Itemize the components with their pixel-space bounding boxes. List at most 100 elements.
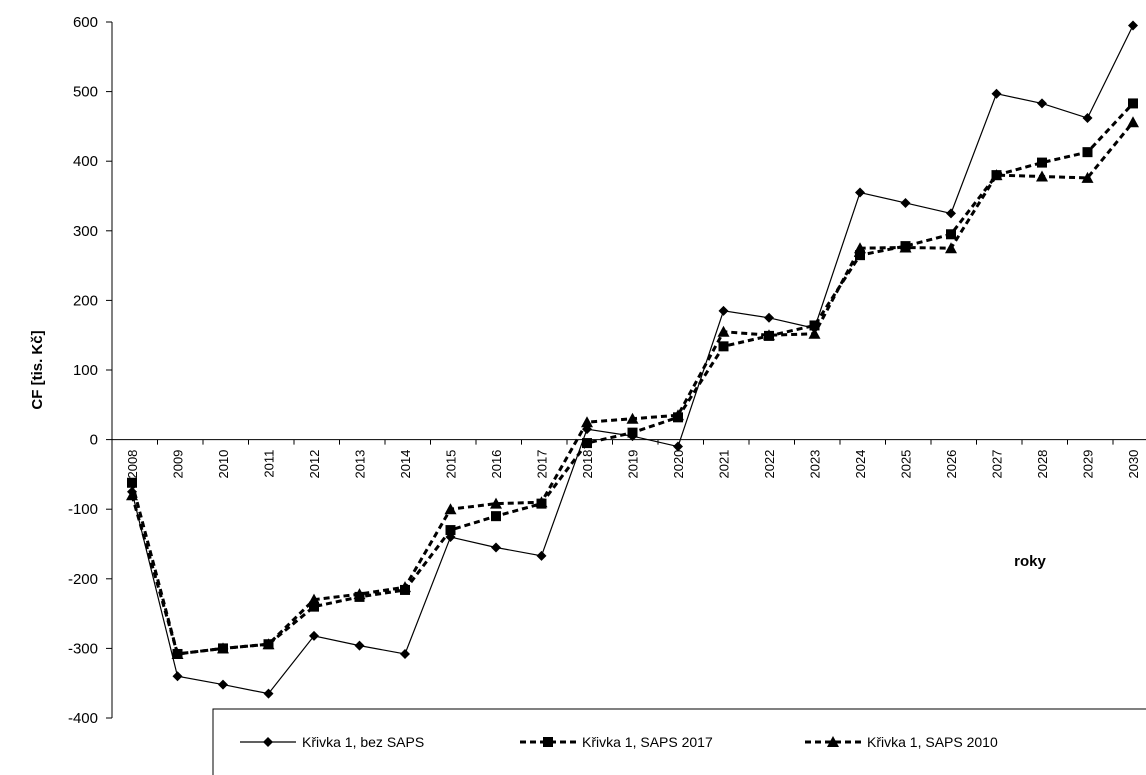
x-tick-label: 2019	[626, 450, 641, 479]
data-point	[854, 242, 866, 254]
data-point	[1082, 147, 1093, 158]
x-tick-label: 2029	[1081, 450, 1096, 479]
legend-box	[212, 708, 1146, 775]
data-point	[491, 542, 501, 553]
x-axis-title: roky	[1014, 553, 1046, 570]
y-axis: 600 500 400 300 200 100 0 -100 -200 -300 -400	[68, 14, 113, 727]
data-point	[717, 325, 730, 337]
x-tick-label: 2013	[353, 450, 368, 479]
legend-items: Křivka 1, bez SAPS Křivka 1, SAPS 2017 Kři…	[240, 734, 998, 750]
y-tick-label: 100	[73, 362, 98, 379]
data-point	[900, 197, 911, 208]
x-tick-label: 2008	[125, 450, 140, 479]
x-tick-label: 2024	[853, 450, 868, 479]
data-point	[217, 642, 229, 654]
legend-label: Křivka 1, SAPS 2017	[582, 734, 713, 750]
data-point	[218, 679, 228, 690]
series-layer	[126, 20, 1139, 699]
data-point	[991, 88, 1002, 99]
y-tick-label: 600	[73, 14, 98, 31]
x-tick-label: 2027	[990, 450, 1005, 479]
data-point	[263, 688, 274, 699]
x-tick-label: 2018	[580, 450, 595, 479]
data-point	[1127, 116, 1139, 128]
data-point	[855, 250, 865, 261]
data-point	[718, 305, 729, 316]
x-tick-label: 2026	[944, 450, 959, 479]
data-point	[582, 438, 592, 449]
data-point	[354, 640, 365, 651]
x-tick-label: 2017	[535, 450, 550, 479]
data-point	[945, 242, 957, 254]
x-axis: 2008 2009 2010 2011 2012 2013 2014 2015 2016 2017…	[111, 439, 1146, 479]
data-point	[581, 416, 593, 428]
data-point	[444, 503, 457, 515]
legend-marker	[263, 737, 273, 747]
data-point	[536, 550, 547, 561]
y-tick-label: 400	[73, 153, 98, 170]
legend-marker	[827, 736, 839, 747]
x-tick-label: 2014	[398, 450, 413, 479]
x-tick-label: 2028	[1035, 450, 1050, 479]
y-tick-label: 300	[73, 223, 98, 240]
data-point	[535, 496, 548, 508]
data-point	[809, 320, 820, 331]
y-tick-label: -100	[68, 501, 98, 518]
data-point	[491, 511, 501, 522]
x-tick-label: 2023	[808, 450, 823, 479]
x-tick-label: 2020	[671, 450, 686, 479]
y-tick-label: -300	[68, 640, 98, 657]
data-point	[718, 341, 729, 352]
data-point	[1128, 20, 1138, 31]
data-point	[172, 671, 183, 682]
data-point	[1081, 171, 1094, 183]
data-point	[400, 648, 410, 659]
data-point	[1036, 170, 1048, 182]
y-axis-title: CF [tis. Kč]	[29, 330, 46, 409]
x-tick-label: 2015	[444, 450, 459, 479]
data-point	[445, 525, 456, 536]
data-point	[309, 630, 319, 641]
data-point	[627, 427, 638, 438]
data-point	[899, 241, 912, 253]
y-tick-label: 500	[73, 84, 98, 101]
data-point	[672, 409, 684, 421]
data-point	[1037, 98, 1047, 109]
data-point	[1082, 113, 1093, 124]
x-tick-label: 2010	[216, 450, 231, 479]
x-tick-label: 2012	[307, 450, 322, 479]
data-point	[171, 647, 184, 659]
data-point	[262, 638, 275, 650]
data-point	[946, 208, 956, 219]
data-point	[490, 497, 502, 509]
data-point	[763, 329, 775, 341]
data-point	[626, 412, 639, 424]
legend-label: Křivka 1, SAPS 2010	[867, 734, 998, 750]
y-tick-label: 0	[90, 432, 98, 449]
x-tick-label: 2022	[762, 450, 777, 479]
data-point	[309, 601, 319, 612]
x-tick-label: 2009	[171, 450, 186, 479]
data-point	[126, 489, 138, 501]
data-point	[673, 441, 683, 452]
legend-label: Křivka 1, bez SAPS	[302, 734, 424, 750]
data-point	[946, 229, 956, 240]
y-tick-label: -200	[68, 571, 98, 588]
data-point	[990, 169, 1003, 181]
data-point	[353, 588, 366, 600]
y-tick-label: 200	[73, 292, 98, 309]
data-point	[1037, 157, 1047, 168]
data-point	[1128, 98, 1138, 109]
legend-marker	[543, 737, 553, 747]
x-tick-label: 2025	[899, 450, 914, 479]
series-3	[126, 116, 1139, 659]
data-point	[808, 327, 821, 339]
data-point	[764, 312, 774, 323]
x-tick-label: 2030	[1126, 450, 1141, 479]
x-tick-label: 2011	[262, 450, 277, 478]
data-point	[308, 593, 320, 605]
x-tick-label: 2016	[489, 450, 504, 479]
x-tick-label: 2021	[717, 450, 732, 479]
data-point	[399, 581, 411, 593]
